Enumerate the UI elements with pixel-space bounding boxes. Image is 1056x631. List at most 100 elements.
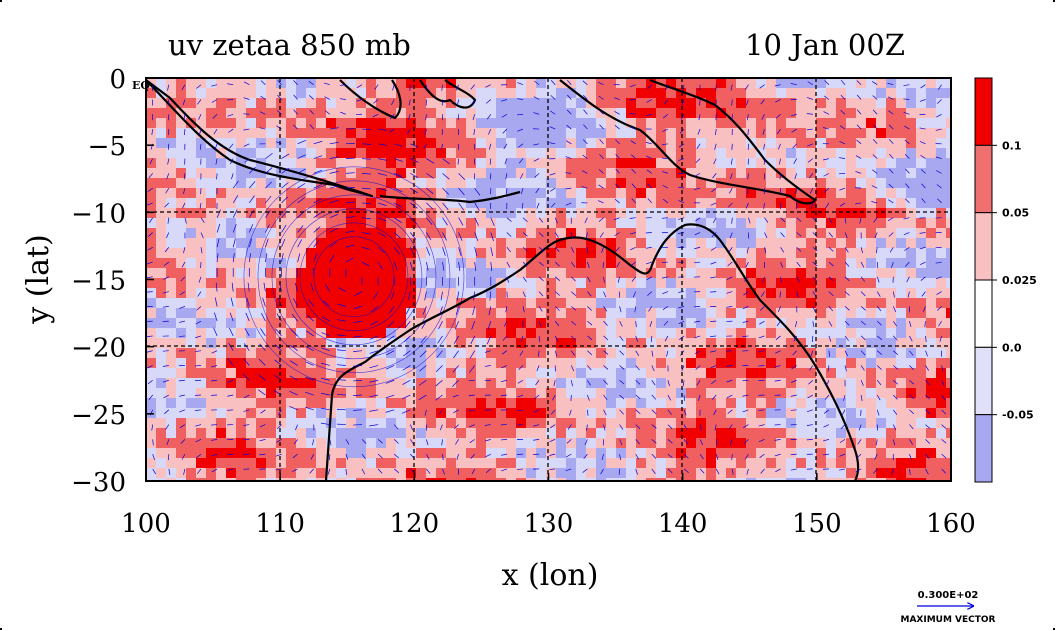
- vorticity-cell: [536, 268, 547, 279]
- wind-vector: [790, 409, 797, 411]
- vorticity-cell: [946, 468, 951, 479]
- vorticity-cell: [176, 388, 187, 399]
- vorticity-cell: [356, 238, 367, 249]
- vorticity-cell: [296, 288, 307, 299]
- vorticity-cell: [496, 288, 507, 299]
- vorticity-cell: [366, 108, 377, 119]
- vorticity-cell: [606, 348, 617, 359]
- wind-vector: [742, 335, 749, 337]
- wind-vector: [361, 232, 371, 235]
- wind-vector: [860, 291, 866, 297]
- vorticity-cell: [846, 408, 857, 419]
- vorticity-cell: [536, 368, 547, 379]
- wind-vector: [938, 84, 942, 90]
- vorticity-cell: [356, 138, 367, 149]
- vorticity-cell: [926, 288, 937, 299]
- vorticity-cell: [866, 138, 877, 149]
- wind-vector: [790, 453, 797, 456]
- vorticity-cell: [856, 108, 867, 119]
- vorticity-cell: [596, 298, 607, 309]
- vorticity-cell: [706, 108, 717, 119]
- vorticity-cell: [706, 118, 717, 129]
- vorticity-cell: [586, 388, 597, 399]
- vorticity-cell: [726, 448, 737, 459]
- wind-vector: [871, 185, 878, 189]
- vorticity-cell: [446, 218, 457, 229]
- vorticity-cell: [896, 428, 907, 439]
- wind-vector: [232, 180, 239, 189]
- vorticity-cell: [796, 468, 807, 479]
- wind-vector: [321, 377, 330, 381]
- vorticity-cell: [696, 358, 707, 369]
- vorticity-cell: [726, 428, 737, 439]
- vorticity-cell: [916, 118, 927, 129]
- vorticity-cell: [486, 88, 497, 99]
- vorticity-cell: [466, 118, 477, 129]
- vorticity-cell: [676, 328, 687, 339]
- vorticity-cell: [896, 148, 907, 159]
- vorticity-cell: [476, 208, 487, 219]
- vorticity-cell: [376, 208, 387, 219]
- vorticity-cell: [876, 188, 887, 199]
- vorticity-cell: [256, 228, 267, 239]
- wind-vector: [313, 140, 323, 145]
- vorticity-cell: [316, 368, 327, 379]
- vorticity-cell: [936, 108, 947, 119]
- vorticity-cell: [306, 398, 317, 409]
- vorticity-cell: [606, 178, 617, 189]
- vorticity-cell: [556, 88, 567, 99]
- wind-vector: [729, 232, 733, 239]
- vorticity-cell: [426, 298, 437, 309]
- wind-vector: [321, 347, 330, 352]
- wind-vector: [645, 113, 652, 117]
- vorticity-cell: [576, 78, 587, 89]
- vorticity-cell: [376, 158, 387, 169]
- wind-vector: [712, 173, 717, 179]
- vorticity-cell: [426, 288, 437, 299]
- vorticity-cell: [416, 388, 427, 399]
- wind-vector: [345, 186, 355, 189]
- vorticity-cell: [546, 188, 557, 199]
- vorticity-cell: [586, 218, 597, 229]
- wind-vector: [941, 409, 946, 415]
- vorticity-cell: [906, 328, 917, 339]
- wind-vector: [183, 114, 186, 121]
- vorticity-cell: [686, 78, 697, 89]
- vorticity-cell: [586, 478, 597, 481]
- vorticity-cell: [626, 408, 637, 419]
- vorticity-cell: [196, 218, 207, 229]
- wind-vector: [393, 247, 400, 255]
- wind-vector: [695, 158, 701, 163]
- wind-vector: [857, 439, 862, 445]
- vorticity-cell: [816, 148, 827, 159]
- wind-vector: [746, 188, 749, 195]
- vorticity-cell: [406, 398, 417, 409]
- vorticity-cell: [836, 148, 847, 159]
- vorticity-cell: [606, 468, 617, 479]
- vorticity-cell: [656, 368, 667, 379]
- vorticity-cell: [886, 428, 897, 439]
- vorticity-cell: [926, 88, 937, 99]
- wind-vector: [386, 335, 395, 342]
- vorticity-cell: [866, 438, 877, 449]
- vorticity-cell: [546, 118, 557, 129]
- vorticity-cell: [466, 398, 477, 409]
- vorticity-cell: [716, 78, 727, 89]
- wind-vector: [361, 143, 371, 145]
- vorticity-cell: [886, 328, 897, 339]
- vorticity-cell: [756, 448, 767, 459]
- vorticity-cell: [686, 98, 697, 109]
- x-tick-label: 160: [926, 509, 976, 539]
- vorticity-cell: [546, 178, 557, 189]
- vorticity-cell: [186, 278, 197, 289]
- vorticity-cell: [186, 378, 197, 389]
- vorticity-cell: [876, 238, 887, 249]
- vorticity-cell: [456, 88, 467, 99]
- wind-vector: [410, 173, 419, 178]
- wind-vector: [856, 94, 862, 100]
- vorticity-cell: [306, 248, 317, 259]
- wind-vector: [780, 247, 785, 253]
- vorticity-cell: [766, 418, 777, 429]
- vorticity-cell: [746, 238, 757, 249]
- vorticity-cell: [886, 218, 897, 229]
